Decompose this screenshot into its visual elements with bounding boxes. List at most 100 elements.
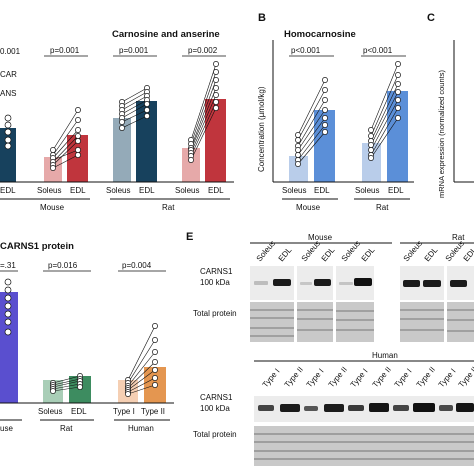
panel-a-cat-3: Soleus (106, 186, 130, 195)
blot-top-total-label: Total protein (193, 309, 237, 318)
panel-b-pval-1: p<0.001 (291, 46, 321, 55)
blot-human-lane-2: Type I (305, 367, 326, 389)
blot-rat-total (400, 302, 474, 342)
panel-a-legend-car: CAR (0, 70, 17, 79)
panel-d-cat-3: Type II (141, 407, 165, 416)
blot-human-lane-3: Type II (327, 365, 349, 389)
panel-a-title: Carnosine and anserine (112, 29, 220, 40)
panel-a-group-mouse: Mouse (40, 203, 65, 212)
blot-human-lane-8: Type I (437, 367, 458, 389)
panel-d-group-partial: use (0, 424, 13, 433)
blot-human-lane-1: Type II (283, 365, 305, 389)
blot-rat-carns1 (400, 266, 474, 300)
panel-d-pval-2: p=0.004 (122, 261, 152, 270)
panel-d-title: CARNS1 protein (0, 241, 74, 252)
blot-mouse-lane-3: EDL (320, 245, 337, 263)
panel-d-pair-lines-rat (52, 375, 81, 392)
panel-c-letter: C (427, 12, 435, 24)
blot-human-lane-4: Type I (349, 367, 370, 389)
panel-b-group-rat: Rat (376, 203, 389, 212)
panel-a-bar-rat-edl-anserine (136, 101, 157, 182)
panel-a-partial-pval: 0.001 (0, 47, 21, 56)
panel-d: CARNS1 protein =.31 p=0.016 p=0.004 (0, 241, 174, 433)
panel-b-cat-0: Soleus (282, 186, 306, 195)
panel-d-cat-1: EDL (71, 407, 87, 416)
panel-a-bar-rat-soleus-anserine (113, 118, 131, 182)
panel-b-dots-rat (368, 61, 401, 161)
panel-a-pair-lines-rat-ans (121, 87, 148, 129)
panel-b-bar-mouse-soleus (289, 156, 308, 182)
panel-a-bar-rat-soleus (182, 148, 200, 182)
blot-mouse-lane-4: Soleus (340, 239, 363, 264)
panel-d-cat-2: Type I (113, 407, 135, 416)
panel-a-bar-rat-edl (205, 99, 226, 182)
blot-human-lane-7: Type II (415, 365, 437, 389)
blot-human-lane-5: Type II (371, 365, 393, 389)
panel-a-pval-1: p=0.001 (50, 46, 80, 55)
panel-c: C mRNA expression (normalized counts) (427, 12, 474, 198)
panel-b-bar-rat-edl (387, 91, 408, 182)
panel-a-pval-3: p=0.002 (188, 46, 218, 55)
blot-rat-lane-3: EDL (462, 245, 474, 263)
panel-a-dots-rat-car (188, 61, 219, 163)
panel-b-cat-1: EDL (314, 186, 330, 195)
panel-a-dots-edge (4, 114, 12, 150)
panel-a-pair-lines-mouse (52, 109, 79, 169)
panel-d-dots-rat (50, 373, 83, 394)
panel-b-pair-lines-rat (370, 63, 399, 159)
panel-c-ylabel: mRNA expression (normalized counts) (437, 70, 446, 198)
blot-rat-lane-0: Soleus (402, 239, 425, 264)
blot-mouse-lane-5: EDL (360, 245, 377, 263)
blot-mouse-lane-0: Soleus (255, 239, 278, 264)
blot-top-kda-label: 100 kDa (200, 278, 230, 287)
panel-a-cat-6: EDL (208, 186, 224, 195)
panel-d-dots-human (125, 323, 158, 397)
panel-d-pair-lines-human (127, 325, 156, 395)
blot-human-lane-6: Type I (393, 367, 414, 389)
panel-e-letter: E (186, 231, 193, 243)
blot-bottom-row-label: CARNS1 (200, 393, 233, 402)
panel-a-cat-4: EDL (139, 186, 155, 195)
panel-b: B Homocarnosine Concentration (µmol/kg) … (257, 12, 414, 212)
panel-a-pair-lines-rat-car (190, 63, 217, 161)
blot-mouse-carns1 (250, 266, 374, 300)
panel-d-dots-edge (4, 278, 12, 336)
panel-a-group-rat: Rat (162, 203, 175, 212)
blot-rat-lane-1: EDL (423, 245, 440, 263)
panel-d-bar-mouse-edl (0, 292, 18, 403)
panel-a-legend-ans: ANS (0, 89, 16, 98)
blot-human-group-label: Human (372, 351, 398, 360)
blot-bottom-total-label: Total protein (193, 430, 237, 439)
blot-human-carns1 (254, 396, 474, 422)
panel-b-letter: B (258, 12, 266, 24)
panel-a-pval-2: p=0.001 (119, 46, 149, 55)
blot-rat-group-label: Rat (452, 233, 465, 242)
panel-b-cat-3: EDL (388, 186, 404, 195)
panel-d-group-rat: Rat (60, 424, 73, 433)
panel-d-partial-pval: =.31 (0, 261, 16, 270)
blot-bottom-kda-label: 100 kDa (200, 404, 230, 413)
panel-b-pval-2: p<0.001 (363, 46, 393, 55)
blot-top-row-label: CARNS1 (200, 267, 233, 276)
panel-b-bar-rat-soleus (362, 143, 381, 182)
panel-b-ylabel: Concentration (µmol/kg) (257, 86, 266, 172)
blot-human-lane-9: Type II (457, 365, 474, 389)
panel-a-bar-mouse-edl-anserine (0, 128, 16, 182)
blot-mouse-total (250, 302, 374, 342)
panel-d-group-human: Human (128, 424, 154, 433)
blot-human-total (254, 426, 474, 466)
panel-b-dots-mouse (295, 77, 328, 167)
panel-a-cat-1: Soleus (37, 186, 61, 195)
blot-mouse-lane-1: EDL (277, 245, 294, 263)
panel-a-cat-5: Soleus (175, 186, 199, 195)
panel-b-bar-mouse-edl (314, 110, 335, 182)
panel-b-title: Homocarnosine (284, 29, 356, 40)
panel-d-cat-0: Soleus (38, 407, 62, 416)
blot-human-lane-0: Type I (261, 367, 282, 389)
panel-a-cat-0: EDL (0, 186, 16, 195)
panel-a-dots-rat-ans (119, 85, 150, 131)
blot-mouse-lane-2: Soleus (300, 239, 323, 264)
panel-a: Carnosine and anserine 0.001 CAR ANS p=0… (0, 29, 234, 212)
blot-mouse-group-label: Mouse (308, 233, 333, 242)
panel-a-cat-2: EDL (70, 186, 86, 195)
